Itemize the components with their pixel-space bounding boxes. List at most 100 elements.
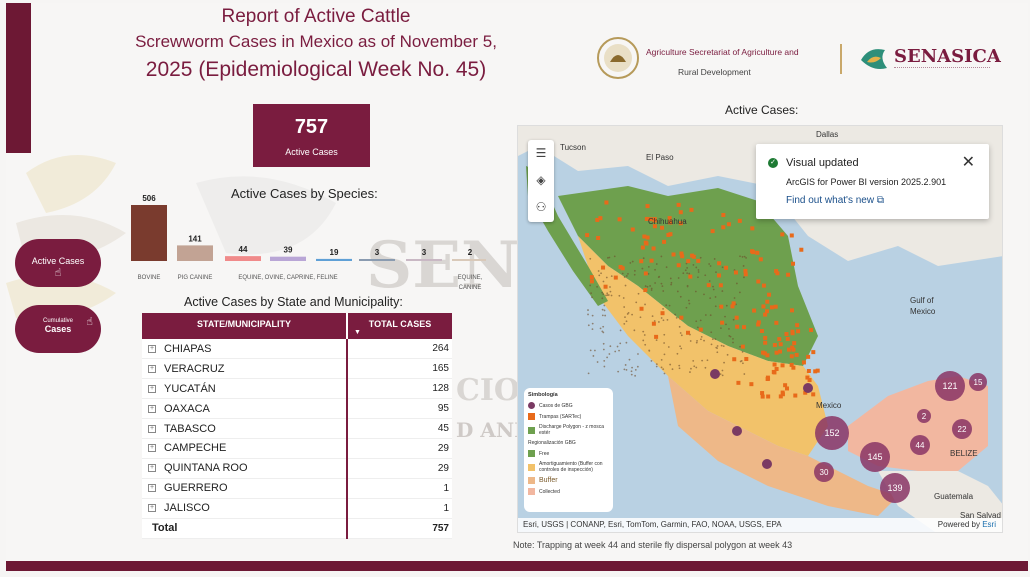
expand-icon[interactable]: +: [148, 464, 156, 473]
expand-icon[interactable]: +: [148, 364, 156, 373]
buffer-dot: [607, 294, 610, 296]
case-point[interactable]: [710, 369, 720, 379]
expand-icon[interactable]: +: [148, 344, 156, 353]
case-cluster[interactable]: [880, 473, 910, 503]
species-bar[interactable]: [177, 245, 213, 261]
buffer-dot: [618, 294, 621, 297]
case-cluster[interactable]: [935, 371, 965, 401]
buffer-dot: [723, 361, 725, 364]
col-header-state[interactable]: STATE/MUNICIPALITY: [142, 313, 348, 339]
case-cluster[interactable]: [910, 435, 930, 455]
case-cluster[interactable]: [860, 442, 890, 472]
table-row[interactable]: + CAMPECHE 29: [142, 438, 452, 459]
buffer-dot: [699, 256, 702, 259]
buffer-dot: [601, 314, 604, 317]
trap-marker: [809, 328, 814, 333]
expand-icon[interactable]: +: [148, 504, 156, 513]
case-cluster[interactable]: [815, 416, 849, 450]
cumulative-label-small: Cumulative: [42, 318, 73, 324]
case-cluster-label: 44: [916, 441, 925, 450]
buffer-dot: [642, 330, 645, 333]
buffer-dot: [601, 297, 604, 300]
table-row[interactable]: + JALISCO 1: [142, 498, 452, 519]
trap-marker: [666, 232, 671, 237]
species-bar[interactable]: [131, 205, 167, 261]
legend-item: Buffer: [528, 477, 609, 484]
buffer-dot: [697, 269, 700, 271]
trap-marker: [596, 235, 601, 240]
buffer-dot: [665, 304, 668, 307]
powered-by[interactable]: Powered by Esri: [938, 520, 996, 529]
table-row[interactable]: + TABASCO 45: [142, 418, 452, 439]
trap-marker: [778, 394, 783, 399]
expand-icon[interactable]: +: [148, 444, 156, 453]
layers-icon[interactable]: ◈: [536, 173, 546, 187]
table-row[interactable]: + GUERRERO 1: [142, 478, 452, 499]
legend-swatch: [528, 426, 535, 434]
species-bar[interactable]: [316, 258, 352, 261]
buffer-dot: [721, 369, 724, 372]
report-page: SEN CIO D AND Report of Active Cattle Sc…: [6, 3, 1028, 571]
trap-marker: [589, 279, 594, 284]
buffer-dot: [642, 339, 645, 342]
buffer-dot: [713, 258, 716, 260]
buffer-dot: [625, 275, 628, 277]
buffer-dot: [637, 353, 639, 355]
table-row[interactable]: + OAXACA 95: [142, 398, 452, 420]
cases-map[interactable]: 152 145 139 121 44 30 22 15 2 Dallas Tucson El P…: [517, 125, 1003, 533]
menu-icon[interactable]: ☰: [535, 146, 547, 160]
trap-marker: [796, 329, 801, 334]
buffer-dot: [591, 296, 593, 299]
buffer-dot: [597, 270, 600, 272]
table-row[interactable]: + VERACRUZ 165: [142, 358, 452, 380]
buffer-dot: [610, 294, 613, 297]
buffer-dot: [660, 358, 663, 361]
case-point[interactable]: [762, 459, 772, 469]
col-header-total[interactable]: TOTAL CASES ▼: [347, 313, 452, 339]
state-cell: + QUINTANA ROO: [142, 458, 348, 479]
expand-icon[interactable]: +: [148, 484, 156, 493]
buffer-dot: [663, 342, 666, 344]
table-row[interactable]: + QUINTANA ROO 29: [142, 458, 452, 479]
legend-item: Free: [528, 450, 609, 457]
expand-icon[interactable]: +: [148, 384, 156, 393]
expand-icon[interactable]: +: [148, 404, 156, 413]
buffer-dot: [633, 269, 636, 272]
cumulative-cases-button[interactable]: Cumulative Cases ☝: [15, 305, 101, 353]
total-cell: 264: [347, 339, 452, 360]
buffer-dot: [660, 366, 663, 369]
close-icon[interactable]: ✕: [961, 154, 975, 171]
case-point[interactable]: [732, 426, 742, 436]
species-bar[interactable]: [359, 259, 395, 261]
map-toolbar: ☰ ◈ ⚇: [528, 140, 554, 222]
whats-new-link-text: Find out what's new: [786, 195, 875, 206]
buffer-dot: [617, 370, 620, 373]
expand-icon[interactable]: +: [148, 424, 156, 433]
trap-marker: [751, 250, 756, 255]
case-point[interactable]: [803, 383, 813, 393]
state-cell: + OAXACA: [142, 398, 348, 420]
trap-marker: [726, 222, 731, 227]
whats-new-link[interactable]: Find out what's new ⧉: [786, 195, 884, 206]
buffer-dot: [695, 320, 698, 323]
buffer-dot: [679, 345, 681, 348]
species-bar[interactable]: [406, 259, 442, 261]
species-bar[interactable]: [225, 256, 261, 261]
buffer-dot: [661, 285, 664, 288]
case-cluster[interactable]: [917, 409, 931, 423]
buffer-dot: [603, 304, 606, 307]
species-bar[interactable]: [270, 256, 306, 261]
table-row[interactable]: + CHIAPAS 264: [142, 339, 452, 360]
user-icon[interactable]: ⚇: [535, 200, 547, 214]
buffer-dot: [654, 268, 656, 271]
buffer-dot: [616, 345, 619, 348]
species-bar[interactable]: [452, 259, 486, 261]
trap-marker: [740, 344, 745, 349]
active-cases-button[interactable]: Active Cases ☝: [15, 239, 101, 287]
buffer-dot: [648, 349, 651, 352]
case-cluster[interactable]: [814, 462, 834, 482]
case-cluster[interactable]: [952, 419, 972, 439]
table-row[interactable]: + YUCATÁN 128: [142, 378, 452, 400]
buffer-dot: [743, 373, 746, 375]
case-cluster[interactable]: [969, 373, 987, 391]
